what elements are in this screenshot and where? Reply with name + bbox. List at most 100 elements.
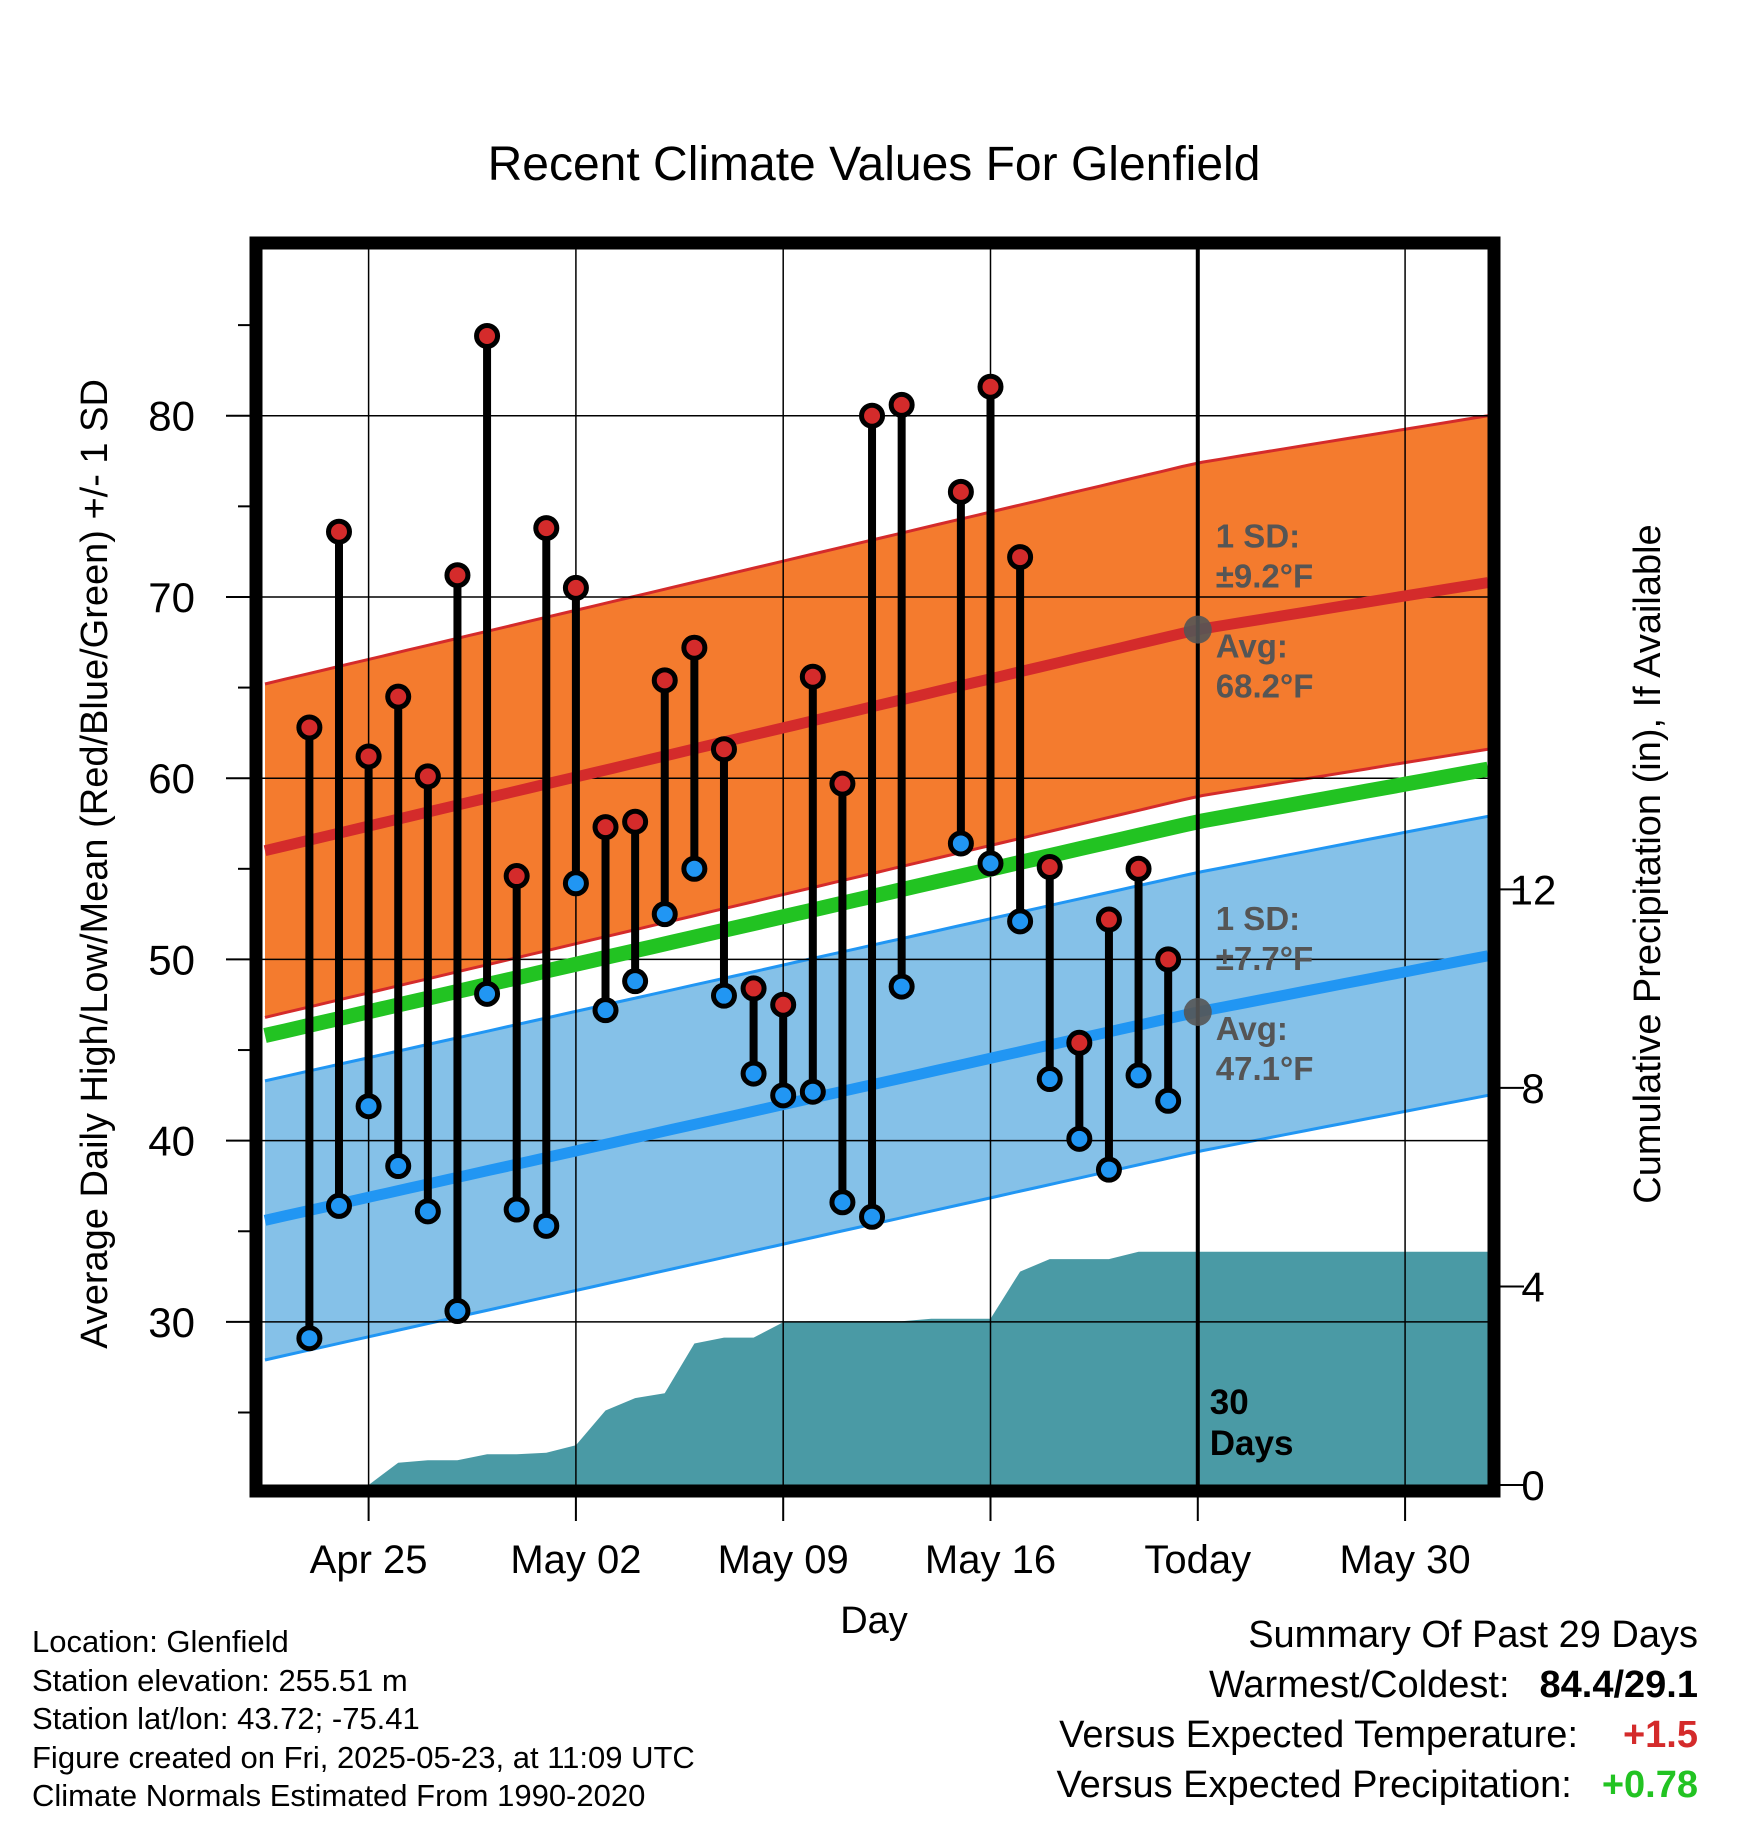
low-sd-value: ±7.7°F (1216, 940, 1313, 977)
summary-precip-row: Versus Expected Precipitation: +0.78 (1056, 1760, 1698, 1810)
low-temp-point (1007, 908, 1034, 935)
low-temp-point (355, 1093, 382, 1120)
high-avg-label: Avg: (1216, 628, 1288, 665)
high-avg-value: 68.2°F (1216, 668, 1314, 705)
high-temp-point (888, 391, 915, 418)
low-temp-point (533, 1212, 560, 1239)
high-temp-point (829, 770, 856, 797)
y-axis-label-right: Cumulative Precipitation (in), If Availa… (1627, 524, 1669, 1203)
high-temp-point (562, 574, 589, 601)
summary-precip-value: +0.78 (1601, 1764, 1698, 1806)
low-temp-point (947, 830, 974, 857)
today-high-normal-marker (1183, 615, 1212, 644)
low-temp-point (444, 1298, 471, 1325)
low-temp-point (474, 980, 501, 1007)
low-temp-point (977, 850, 1004, 877)
low-temp-point (651, 901, 678, 928)
summary-precip-label: Versus Expected Precipitation: (1056, 1764, 1572, 1806)
low-avg-value: 47.1°F (1216, 1050, 1314, 1087)
high-temp-point (977, 373, 1004, 400)
high-temp-point (385, 683, 412, 710)
high-temp-point (1095, 906, 1122, 933)
high-temp-point (622, 808, 649, 835)
chart-title: Recent Climate Values For Glenfield (488, 138, 1261, 191)
low-temp-point (1125, 1062, 1152, 1089)
high-normal-line (263, 577, 1488, 857)
summary-warmest-row: Warmest/Coldest: 84.4/29.1 (1056, 1660, 1698, 1710)
high-temp-point (947, 478, 974, 505)
axes: 30 40 50 60 70 80 0 4 8 12 Apr 25 May 02 May 09 May 1… (148, 236, 1556, 1582)
low-temp-point (325, 1192, 352, 1219)
low-temp-point (770, 1082, 797, 1109)
days-unit-label: Days (1210, 1424, 1294, 1463)
x-tick-label: May 16 (925, 1538, 1056, 1582)
high-temp-point (503, 863, 530, 890)
location-text: Location: Glenfield (32, 1624, 289, 1659)
high-sd-value: ±9.2°F (1216, 558, 1313, 595)
today-low-normal-marker (1183, 997, 1212, 1026)
normals-text: Climate Normals Estimated From 1990-2020 (32, 1778, 646, 1813)
low-sd-label: 1 SD: (1216, 900, 1300, 937)
high-temp-point (799, 663, 826, 690)
low-temp-point (622, 968, 649, 995)
y-right-tick-label: 4 (1521, 1263, 1544, 1310)
high-temp-point (414, 763, 441, 790)
high-temp-point (474, 322, 501, 349)
x-tick-label: May 30 (1339, 1538, 1470, 1582)
high-temp-point (296, 714, 323, 741)
high-temp-point (444, 562, 471, 589)
low-temp-point (710, 982, 737, 1009)
high-temp-point (355, 743, 382, 770)
high-temp-point (859, 402, 886, 429)
low-temp-point (503, 1196, 530, 1223)
low-temp-point (1095, 1156, 1122, 1183)
low-normal-line (263, 950, 1488, 1226)
high-temp-point (1125, 855, 1152, 882)
grid (262, 249, 1488, 1485)
y-left-tick-label: 80 (148, 393, 195, 440)
high-temp-point (1066, 1029, 1093, 1056)
high-sd-label: 1 SD: (1216, 518, 1300, 555)
low-avg-label: Avg: (1216, 1010, 1288, 1047)
low-temp-point (1066, 1125, 1093, 1152)
high-temp-point (1155, 946, 1182, 973)
y-left-tick-label: 50 (148, 936, 195, 983)
low-temp-point (1036, 1066, 1063, 1093)
y-left-tick-label: 60 (148, 755, 195, 802)
high-temp-point (325, 518, 352, 545)
low-temp-point (740, 1060, 767, 1087)
high-temp-point (592, 814, 619, 841)
summary-warmest-value: 84.4/29.1 (1539, 1664, 1698, 1706)
high-temp-point (1007, 544, 1034, 571)
low-temp-point (414, 1198, 441, 1225)
latlon-text: Station lat/lon: 43.72; -75.41 (32, 1701, 420, 1736)
low-temp-point (385, 1153, 412, 1180)
summary-temp-value: +1.5 (1622, 1714, 1698, 1756)
high-band-lower-edge (264, 747, 1488, 1019)
y-left-tick-label: 40 (148, 1118, 195, 1165)
elevation-text: Station elevation: 255.51 m (32, 1662, 408, 1698)
high-temp-point (1036, 854, 1063, 880)
high-temp-point (710, 736, 737, 763)
days-count-label: 30 (1210, 1383, 1249, 1422)
low-temp-point (681, 855, 708, 882)
x-tick-label: May 09 (718, 1538, 849, 1582)
low-temp-point (296, 1325, 323, 1352)
y-axis-label-left: Average Daily High/Low/Mean (Red/Blue/Gr… (74, 379, 116, 1349)
y-left-tick-label: 30 (148, 1299, 195, 1346)
high-temp-point (770, 991, 797, 1018)
created-text: Figure created on Fri, 2025-05-23, at 11… (32, 1739, 695, 1775)
high-temp-point (740, 975, 767, 1002)
high-temp-point (533, 515, 560, 542)
high-temp-point (651, 667, 678, 694)
y-left-tick-label: 70 (148, 574, 195, 621)
summary-panel: Summary Of Past 29 Days Warmest/Coldest:… (1056, 1610, 1698, 1810)
plot-frame (249, 236, 1501, 1498)
low-band-upper-edge (264, 814, 1488, 1083)
summary-title: Summary Of Past 29 Days (1248, 1614, 1698, 1656)
low-temp-point (888, 973, 915, 1000)
low-temp-point (859, 1203, 886, 1230)
